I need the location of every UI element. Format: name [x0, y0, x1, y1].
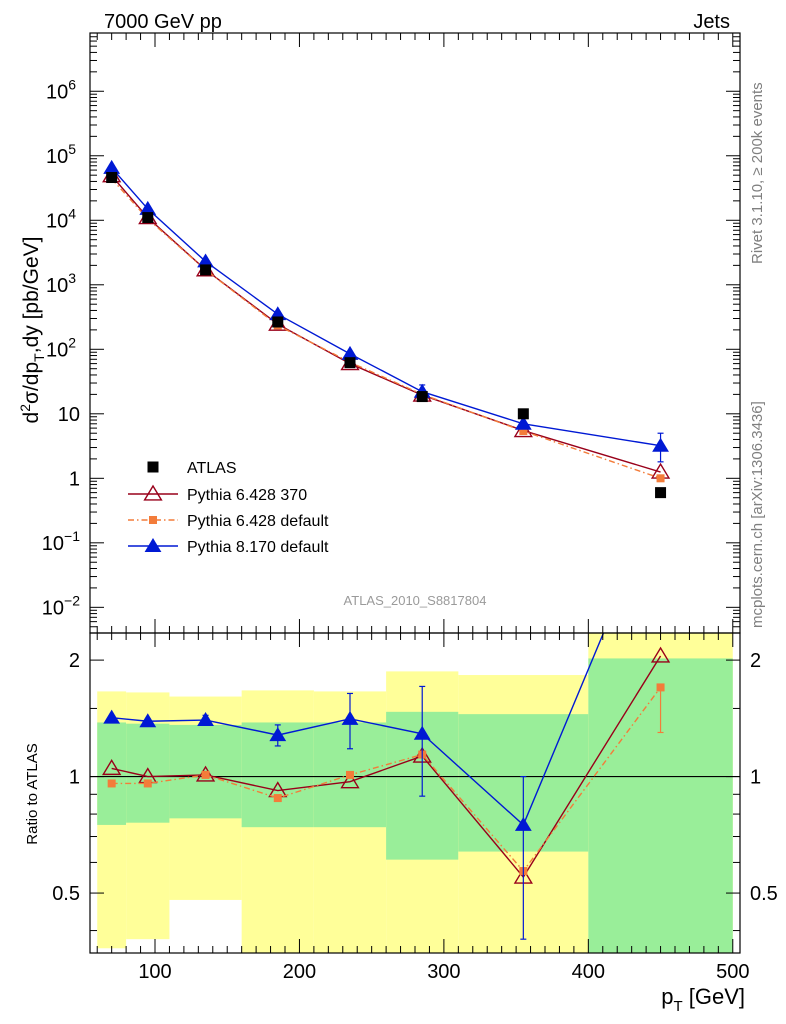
ratio-y-tick-label-right-2: 2	[750, 650, 761, 672]
ratio-pythia-8-170-default-point-2	[197, 712, 214, 727]
main-y-tick-label-5: 10	[58, 404, 80, 426]
main-y-tick-label-8: 10−2	[42, 592, 80, 619]
ratio-y-tick-label-left-1: 1	[69, 767, 80, 789]
x-tick-label-2: 300	[427, 961, 460, 983]
ratio-y-axis-label: Ratio to ATLAS	[24, 743, 41, 844]
main-y-tick-label-2: 104	[46, 205, 76, 232]
legend-pythia-8-170-default-marker	[144, 538, 162, 552]
main-atlas-point-1	[142, 212, 154, 224]
main-panel-plot	[102, 159, 671, 499]
ratio-pythia-6-428-default-point-1	[143, 779, 152, 788]
main-atlas-point-3	[272, 316, 284, 328]
ratio-y-tick-label-right-1: 1	[750, 767, 761, 789]
main-pythia-6-428-default-point-7	[656, 474, 665, 483]
legend: ATLAS Pythia 6.428 370 Pythia 6.428 defaul…	[128, 460, 329, 556]
main-y-tick-label-6: 1	[69, 468, 80, 490]
ratio-y-tick-label-right-0: 0.5	[750, 883, 778, 905]
ratio-pythia-8-170-default-point-1	[139, 713, 157, 728]
main-atlas-point-6	[517, 408, 529, 420]
main-pythia-8-170-default-point-7	[652, 437, 669, 452]
header-observable-label: Jets	[693, 11, 730, 33]
main-y-tick-label-0: 106	[46, 76, 76, 103]
ratio-pythia-8-170-default-point-0	[103, 709, 121, 724]
header-collision-label: 7000 GeV pp	[104, 11, 222, 33]
ratio-pythia-6-428-370-point-7	[650, 646, 671, 663]
x-tick-label-0: 100	[138, 961, 171, 983]
ratio-pythia-8-170-default-point-5	[413, 725, 431, 740]
main-pythia-6-428-default-line	[111, 178, 661, 479]
ratio-pythia-8-170-default-line	[111, 633, 605, 827]
ratio-pythia-6-428-default-point-4	[346, 770, 354, 779]
ratio-pythia-6-428-370-point-0	[102, 759, 122, 776]
ratio-y-tick-label-left-2: 2	[69, 650, 80, 672]
ratio-pythia-8-170-default-point-6	[514, 816, 532, 831]
x-axis-label: pT [GeV]	[661, 984, 745, 1015]
main-pythia-8-170-default-point-6	[514, 415, 532, 430]
legend-pythia-6-428-default-marker	[149, 516, 157, 524]
ratio-uncertainty-bands	[97, 633, 733, 953]
ratio-y-tick-label-left-0: 0.5	[52, 883, 80, 905]
main-y-tick-label-1: 105	[46, 141, 76, 168]
legend-pythia-6-428-default-label: Pythia 6.428 default	[187, 513, 329, 530]
x-tick-label-3: 400	[572, 961, 605, 983]
main-pythia-8-170-default-point-4	[341, 345, 359, 360]
main-pythia-8-170-default-point-1	[139, 200, 157, 215]
ratio-panel-plot	[90, 633, 740, 940]
main-y-tick-label-4: 102	[46, 334, 76, 361]
ratio-pythia-8-170-default-point-4	[341, 710, 359, 725]
main-y-tick-label-3: 103	[46, 270, 76, 297]
legend-pythia-6-428-370-label: Pythia 6.428 370	[187, 487, 307, 504]
main-pythia-8-170-default-line	[111, 167, 661, 447]
main-y-axis-label: d2σ/dpT,dy [pb/GeV]	[17, 237, 47, 424]
legend-atlas-label: ATLAS	[187, 460, 237, 477]
main-pythia-8-170-default-point-2	[197, 253, 214, 268]
ratio-pythia-6-428-370-point-4	[340, 772, 360, 789]
main-pythia-8-170-default-point-0	[103, 159, 121, 174]
main-atlas-point-2	[200, 264, 212, 276]
legend-atlas-marker	[147, 461, 159, 473]
ratio-pythia-6-428-370-point-2	[195, 765, 216, 782]
ratio-pythia-6-428-default-point-2	[201, 770, 210, 779]
x-tick-label-4: 500	[716, 961, 749, 983]
main-y-tick-label-7: 10−1	[42, 528, 80, 555]
mcplots-reference-label: mcplots.cern.ch [arXiv:1306.3436]	[749, 401, 766, 628]
main-pythia-6-428-370-line	[111, 175, 661, 473]
rivet-version-label: Rivet 3.1.10, ≥ 200k events	[749, 82, 766, 264]
ratio-pythia-6-428-default-point-0	[107, 779, 116, 788]
ratio-panel-frame	[89, 632, 741, 954]
legend-pythia-8-170-default-label: Pythia 8.170 default	[187, 539, 329, 556]
main-atlas-point-4	[344, 357, 356, 369]
legend-pythia-6-428-370-marker	[143, 484, 163, 501]
ratio-pythia-6-428-default-point-3	[273, 794, 282, 803]
main-atlas-point-0	[106, 172, 118, 184]
main-pythia-6-428-default-point-6	[519, 427, 528, 436]
ratio-pythia-6-428-default-line	[111, 686, 662, 873]
x-tick-label-1: 200	[283, 961, 316, 983]
ratio-pythia-6-428-default-point-7	[656, 683, 665, 692]
ratio-pythia-8-170-default-point-3	[269, 727, 287, 742]
analysis-watermark: ATLAS_2010_S8817804	[344, 593, 487, 608]
main-atlas-point-7	[655, 487, 667, 499]
main-atlas-point-5	[416, 391, 428, 403]
